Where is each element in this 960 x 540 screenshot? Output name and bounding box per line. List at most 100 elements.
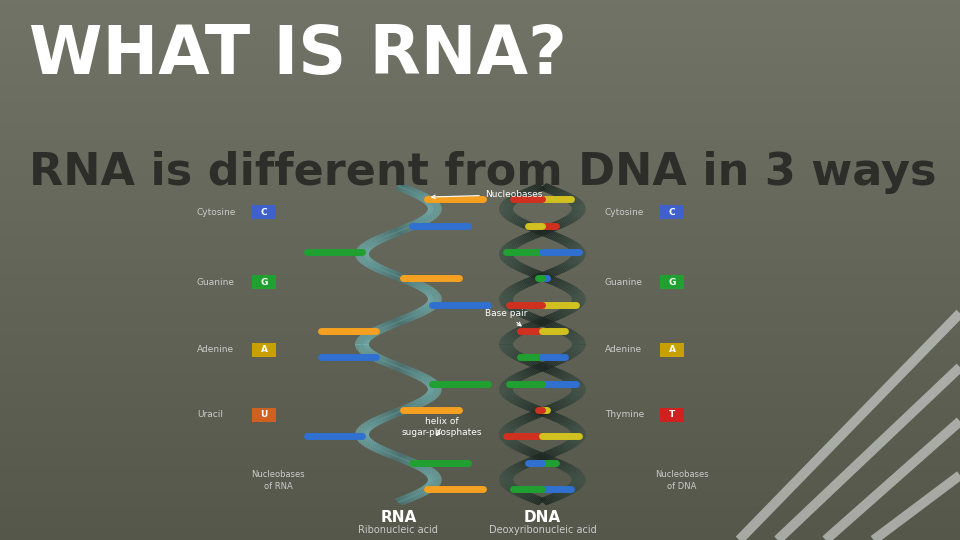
Polygon shape bbox=[427, 482, 441, 485]
Polygon shape bbox=[509, 422, 519, 428]
Polygon shape bbox=[528, 457, 538, 464]
Polygon shape bbox=[572, 210, 586, 211]
Polygon shape bbox=[428, 299, 442, 300]
Polygon shape bbox=[499, 251, 514, 253]
Polygon shape bbox=[428, 390, 442, 391]
Polygon shape bbox=[424, 214, 436, 219]
Bar bbox=[0, 113, 960, 119]
Polygon shape bbox=[521, 447, 532, 454]
Polygon shape bbox=[418, 398, 428, 404]
Polygon shape bbox=[555, 235, 564, 242]
Polygon shape bbox=[554, 312, 564, 319]
Polygon shape bbox=[499, 434, 513, 435]
Polygon shape bbox=[524, 313, 534, 320]
Polygon shape bbox=[562, 353, 572, 360]
Polygon shape bbox=[568, 349, 581, 354]
Polygon shape bbox=[421, 287, 433, 293]
Polygon shape bbox=[503, 291, 516, 295]
Polygon shape bbox=[503, 438, 516, 443]
Polygon shape bbox=[499, 478, 513, 479]
Polygon shape bbox=[424, 470, 437, 475]
Polygon shape bbox=[420, 286, 432, 292]
Polygon shape bbox=[514, 464, 524, 470]
Polygon shape bbox=[387, 271, 396, 278]
Polygon shape bbox=[355, 341, 370, 343]
Polygon shape bbox=[568, 394, 581, 399]
Polygon shape bbox=[509, 216, 520, 222]
Polygon shape bbox=[411, 370, 420, 377]
Text: RNA: RNA bbox=[380, 510, 417, 525]
Polygon shape bbox=[560, 463, 569, 470]
Polygon shape bbox=[420, 195, 432, 201]
Polygon shape bbox=[502, 247, 515, 251]
Polygon shape bbox=[424, 289, 436, 294]
Polygon shape bbox=[568, 334, 580, 339]
Polygon shape bbox=[535, 274, 544, 281]
Text: G: G bbox=[260, 278, 268, 287]
Polygon shape bbox=[536, 229, 545, 235]
Polygon shape bbox=[420, 307, 431, 313]
Polygon shape bbox=[426, 292, 439, 296]
Polygon shape bbox=[560, 373, 570, 380]
Polygon shape bbox=[563, 375, 573, 381]
Text: Uracil: Uracil bbox=[197, 410, 223, 419]
Polygon shape bbox=[571, 384, 585, 388]
Polygon shape bbox=[415, 490, 425, 496]
Polygon shape bbox=[514, 328, 524, 335]
Polygon shape bbox=[529, 186, 539, 193]
Polygon shape bbox=[520, 447, 530, 454]
Polygon shape bbox=[499, 210, 514, 212]
Bar bbox=[0, 221, 960, 227]
Polygon shape bbox=[514, 284, 524, 290]
Polygon shape bbox=[505, 349, 516, 354]
Polygon shape bbox=[572, 389, 586, 390]
Polygon shape bbox=[413, 462, 423, 469]
Polygon shape bbox=[503, 335, 516, 340]
Polygon shape bbox=[412, 401, 421, 408]
Polygon shape bbox=[517, 417, 528, 423]
Polygon shape bbox=[529, 360, 539, 367]
Polygon shape bbox=[565, 377, 577, 383]
Polygon shape bbox=[572, 255, 586, 256]
Polygon shape bbox=[375, 326, 386, 333]
Polygon shape bbox=[499, 481, 514, 483]
Polygon shape bbox=[571, 341, 586, 343]
Polygon shape bbox=[508, 332, 519, 338]
Polygon shape bbox=[566, 197, 578, 202]
Polygon shape bbox=[563, 262, 574, 268]
Polygon shape bbox=[572, 435, 586, 437]
Polygon shape bbox=[571, 251, 586, 253]
Polygon shape bbox=[419, 488, 429, 494]
Polygon shape bbox=[571, 340, 585, 342]
Polygon shape bbox=[518, 236, 529, 242]
Polygon shape bbox=[524, 358, 534, 365]
Polygon shape bbox=[539, 363, 548, 370]
Polygon shape bbox=[365, 352, 376, 357]
Polygon shape bbox=[382, 268, 392, 275]
Polygon shape bbox=[517, 265, 528, 272]
Polygon shape bbox=[499, 433, 513, 434]
Polygon shape bbox=[502, 483, 515, 487]
Polygon shape bbox=[570, 472, 583, 477]
Polygon shape bbox=[420, 375, 430, 381]
Polygon shape bbox=[428, 480, 442, 481]
Polygon shape bbox=[527, 458, 537, 465]
Polygon shape bbox=[400, 275, 410, 282]
Polygon shape bbox=[500, 430, 514, 433]
Bar bbox=[0, 189, 960, 194]
Bar bbox=[0, 448, 960, 454]
Polygon shape bbox=[562, 308, 572, 314]
Polygon shape bbox=[563, 397, 574, 404]
Polygon shape bbox=[569, 246, 582, 250]
Bar bbox=[0, 216, 960, 221]
Polygon shape bbox=[571, 431, 586, 434]
Polygon shape bbox=[518, 372, 529, 378]
Polygon shape bbox=[426, 302, 440, 306]
Polygon shape bbox=[522, 460, 532, 467]
Polygon shape bbox=[407, 494, 417, 500]
Polygon shape bbox=[507, 377, 518, 383]
Polygon shape bbox=[562, 398, 572, 404]
Polygon shape bbox=[374, 266, 385, 272]
Polygon shape bbox=[499, 435, 513, 436]
Polygon shape bbox=[516, 265, 526, 271]
